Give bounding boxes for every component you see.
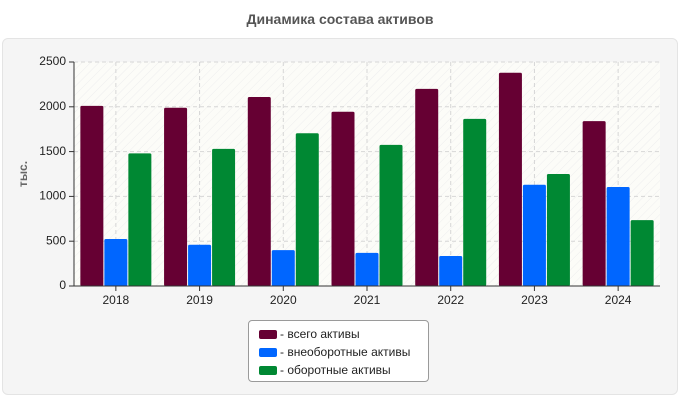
bar-2-2020	[271, 250, 295, 286]
legend: - всего активы - внеоборотные активы - обо…	[248, 320, 429, 382]
y-tick-label: 2000	[39, 99, 66, 113]
bar-3-2022	[463, 118, 487, 287]
bar-2-2018	[104, 238, 128, 286]
chart-title: Динамика состава активов	[246, 11, 434, 27]
bar-2-2022	[439, 255, 463, 286]
bar-1-2020	[247, 96, 271, 286]
legend-label: - оборотные активы	[280, 363, 391, 377]
bar-1-2018	[80, 105, 104, 287]
bar-2-2023	[522, 184, 546, 286]
bar-3-2018	[128, 153, 152, 286]
bar-3-2021	[379, 144, 403, 286]
x-tick-label: 2018	[103, 293, 130, 307]
x-tick-label: 2023	[521, 293, 548, 307]
bar-1-2024	[582, 121, 606, 286]
bar-2-2024	[606, 186, 630, 286]
legend-swatch	[259, 365, 277, 375]
x-tick-label: 2024	[605, 293, 632, 307]
y-tick-label: 2500	[39, 54, 66, 68]
tick-labels: 0 500 1000 1500 2000 2500 2018 2019 2020 2021 2022…	[39, 54, 632, 307]
y-tick-label: 1000	[39, 189, 66, 203]
bar-3-2020	[295, 133, 319, 286]
y-tick-label: 500	[46, 233, 66, 247]
bar-1-2022	[415, 88, 439, 286]
legend-item: - всего активы	[259, 325, 428, 343]
x-tick-label: 2021	[354, 293, 381, 307]
legend-label: - всего активы	[280, 327, 360, 341]
bar-3-2024	[630, 220, 654, 286]
bar-1-2021	[331, 111, 355, 286]
legend-swatch	[259, 329, 277, 339]
bar-1-2023	[498, 72, 522, 286]
bar-3-2023	[546, 174, 570, 286]
grid-lines	[74, 61, 660, 286]
bar-3-2019	[212, 148, 236, 286]
x-tick-label: 2022	[437, 293, 464, 307]
legend-item: - внеоборотные активы	[259, 343, 428, 361]
legend-swatch	[259, 347, 277, 357]
legend-label: - внеоборотные активы	[280, 345, 411, 359]
legend-item: - оборотные активы	[259, 361, 428, 379]
bars	[80, 72, 654, 287]
x-tick-label: 2019	[186, 293, 213, 307]
x-tick-label: 2020	[270, 293, 297, 307]
y-axis-title: тыс.	[16, 161, 30, 187]
bar-2-2021	[355, 252, 379, 286]
y-tick-label: 0	[59, 278, 66, 292]
bar-1-2019	[164, 107, 188, 286]
y-tick-label: 1500	[39, 144, 66, 158]
axes	[69, 61, 660, 291]
bar-2-2019	[188, 244, 212, 286]
